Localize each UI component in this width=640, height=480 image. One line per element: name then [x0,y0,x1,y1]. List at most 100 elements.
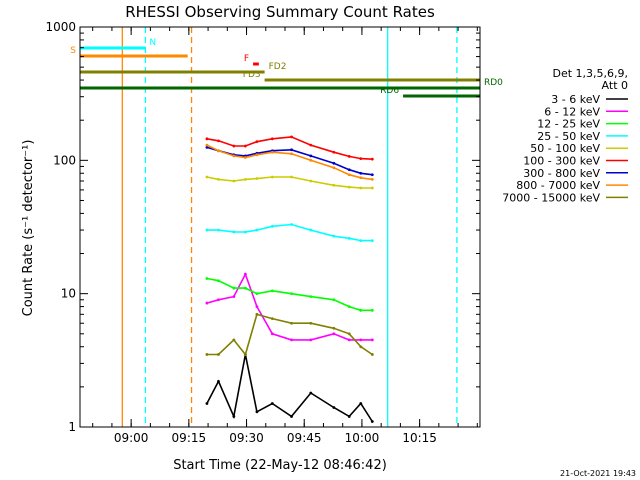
data-point [347,332,351,336]
data-point [217,228,220,232]
flag-label-fd3: FD3 [243,70,261,80]
data-point [309,158,313,162]
legend-label: 12 - 25 keV [537,118,600,131]
legend-header: Det 1,3,5,6,9, [552,67,628,80]
legend-label: 3 - 6 keV [551,93,600,106]
data-point [205,143,209,147]
y-tick-label: 100 [53,153,76,167]
data-point [217,379,220,383]
data-point [232,415,236,418]
data-point [347,185,351,189]
data-point [243,353,247,356]
data-point [270,175,274,179]
plot-area [121,27,458,427]
series-line-1 [206,272,373,341]
legend-label: 800 - 7000 keV [516,179,600,192]
data-point [205,353,209,356]
data-point [232,295,236,299]
data-point [290,148,293,152]
legend-label: 100 - 300 keV [523,155,600,168]
legend-label: 25 - 50 keV [537,130,600,143]
data-point [232,286,236,290]
data-point [370,173,374,177]
data-point [205,137,209,141]
data-point [370,177,374,181]
flag-label-rd0: RD0 [484,78,503,88]
data-point [255,292,259,296]
data-point [270,150,274,154]
data-point [309,154,313,158]
data-point [255,305,259,308]
data-point [217,177,220,181]
data-point [217,149,220,153]
data-point [347,173,351,177]
data-point [370,157,374,161]
y-tick-label: 10 [61,287,76,301]
x-tick-label: 09:45 [287,431,322,445]
axes: 1 10 100 1000 09:00 09:15 09:30 09:45 10:00 10:15 [45,20,481,445]
data-point [243,230,247,234]
data-point [359,308,363,312]
data-point [359,157,363,161]
x-tick-label: 10:15 [402,431,437,445]
data-point [359,171,363,175]
data-point [255,312,259,316]
data-point [270,332,274,336]
data-point [332,332,336,336]
data-point [205,402,209,405]
flag-label-rd6: RD6 [380,86,399,96]
data-point [309,321,313,325]
data-point [243,286,247,290]
flag-label-fd2: FD2 [269,62,287,72]
series-line-3 [206,223,373,242]
data-point [243,177,247,181]
data-point [217,298,220,302]
x-axis-label: Start Time (22-May-12 08:46:42) [173,458,387,473]
data-point [332,326,336,330]
data-point [243,272,247,276]
data-point [309,228,313,232]
series-line-8 [206,313,373,357]
series-line-6 [206,146,373,176]
data-point [359,239,363,243]
data-point [309,338,313,342]
data-point [290,338,293,342]
data-point [255,177,259,180]
x-tick-label: 09:00 [114,431,149,445]
series-line-4 [206,176,373,189]
data-point [309,391,313,395]
data-point [232,230,236,234]
data-point [332,298,336,302]
data-point [290,152,293,156]
data-point [270,402,274,405]
data-point [347,338,351,342]
data-point [332,406,336,409]
data-point [205,277,209,280]
data-point [290,223,293,226]
data-point [270,317,274,321]
timestamp: 21-Oct-2021 19:43 [560,469,636,478]
data-point [255,153,259,157]
x-tick-label: 09:15 [172,431,207,445]
data-point [332,161,336,165]
data-point [205,175,209,179]
flag-label-s: S [70,46,76,56]
data-point [232,154,236,158]
plot-frame [79,26,481,428]
data-point [370,338,374,342]
data-point [217,139,220,143]
data-point [232,338,236,342]
data-point [290,415,293,418]
data-point [359,345,363,349]
chart-title: RHESSI Observing Summary Count Rates [125,3,435,21]
data-point [270,137,274,141]
data-point [370,353,374,356]
data-point [255,228,259,232]
data-point [243,156,247,159]
data-point [205,146,209,149]
legend-label: 7000 - 15000 keV [502,191,600,204]
flag-bars: S N F FD2 FD3 RD0 RD6 [70,38,503,98]
data-point [243,144,247,148]
data-point [270,289,274,293]
